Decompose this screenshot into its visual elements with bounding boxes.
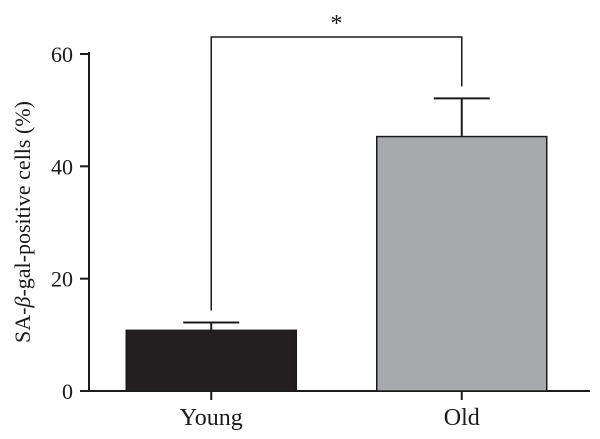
- y-tick-label: 20: [51, 267, 73, 292]
- significance-bracket: *: [210, 11, 463, 311]
- y-axis-label: SA-β-gal-positive cells (%): [10, 101, 35, 343]
- y-axis: 0 20 40 60: [51, 42, 90, 404]
- x-axis: Young Old: [89, 390, 590, 431]
- x-tick-label-old: Old: [444, 405, 480, 431]
- y-axis-label-beta: β: [10, 297, 35, 309]
- y-tick-label: 60: [51, 42, 73, 67]
- y-axis-label-suffix: -gal-positive cells (%): [10, 101, 35, 297]
- x-tick-label-young: Young: [180, 405, 243, 431]
- significance-label: *: [331, 11, 343, 37]
- bar-old: [376, 135, 548, 392]
- significance-line: [210, 36, 463, 311]
- y-tick-label: 40: [51, 154, 73, 179]
- bars: [125, 97, 548, 392]
- bar-young: [125, 329, 297, 392]
- y-axis-label-prefix: SA-: [10, 308, 35, 343]
- y-tick-label: 0: [62, 379, 73, 404]
